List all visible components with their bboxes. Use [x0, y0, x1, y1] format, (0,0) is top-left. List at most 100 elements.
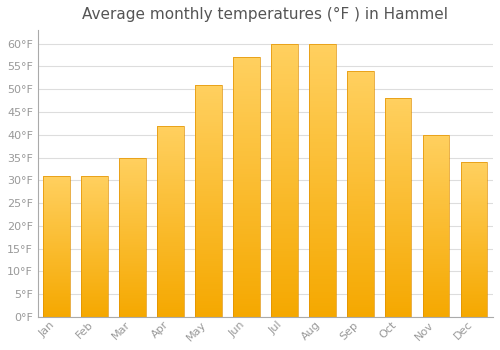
Bar: [347, 118, 374, 120]
Bar: [309, 199, 336, 202]
Bar: [423, 144, 450, 146]
Bar: [44, 313, 70, 314]
Bar: [158, 179, 184, 181]
Bar: [271, 202, 297, 205]
Bar: [233, 197, 260, 200]
Bar: [233, 174, 260, 177]
Bar: [309, 273, 336, 276]
Bar: [195, 261, 222, 264]
Bar: [158, 273, 184, 275]
Bar: [158, 263, 184, 265]
Bar: [195, 154, 222, 157]
Bar: [120, 189, 146, 191]
Bar: [347, 138, 374, 140]
Bar: [233, 301, 260, 304]
Bar: [44, 256, 70, 258]
Bar: [233, 148, 260, 151]
Bar: [158, 158, 184, 160]
Bar: [120, 272, 146, 274]
Bar: [271, 284, 297, 287]
Bar: [44, 277, 70, 279]
Bar: [158, 126, 184, 128]
Bar: [271, 306, 297, 309]
Bar: [271, 205, 297, 208]
Bar: [120, 288, 146, 290]
Bar: [233, 273, 260, 275]
Bar: [158, 229, 184, 231]
Bar: [347, 157, 374, 160]
Bar: [461, 191, 487, 193]
Bar: [309, 243, 336, 246]
Bar: [271, 235, 297, 238]
Bar: [309, 82, 336, 85]
Bar: [309, 112, 336, 115]
Bar: [120, 161, 146, 162]
Bar: [44, 214, 70, 215]
Bar: [385, 109, 411, 111]
Bar: [82, 255, 108, 256]
Bar: [44, 208, 70, 210]
Bar: [195, 166, 222, 168]
Bar: [120, 164, 146, 166]
Bar: [158, 200, 184, 202]
Bar: [195, 284, 222, 287]
Bar: [195, 177, 222, 180]
Bar: [158, 277, 184, 279]
Bar: [158, 313, 184, 315]
Bar: [82, 183, 108, 184]
Bar: [120, 255, 146, 256]
Bar: [158, 131, 184, 133]
Bar: [44, 297, 70, 299]
Bar: [461, 292, 487, 294]
Bar: [158, 147, 184, 149]
Bar: [347, 201, 374, 204]
Bar: [461, 216, 487, 218]
Bar: [309, 167, 336, 169]
Bar: [385, 181, 411, 183]
Bar: [423, 142, 450, 144]
Bar: [309, 57, 336, 60]
Bar: [271, 82, 297, 85]
Bar: [347, 122, 374, 125]
Bar: [423, 255, 450, 257]
Bar: [309, 104, 336, 106]
Bar: [44, 222, 70, 224]
Bar: [158, 172, 184, 174]
Bar: [385, 227, 411, 230]
Bar: [347, 211, 374, 213]
Bar: [195, 113, 222, 115]
Bar: [195, 252, 222, 254]
Bar: [347, 226, 374, 228]
Bar: [461, 252, 487, 253]
Bar: [233, 231, 260, 234]
Bar: [461, 276, 487, 278]
Bar: [44, 253, 70, 255]
Bar: [44, 260, 70, 262]
Bar: [120, 199, 146, 201]
Bar: [158, 271, 184, 273]
Bar: [423, 304, 450, 306]
Bar: [44, 217, 70, 218]
Bar: [158, 183, 184, 185]
Bar: [309, 126, 336, 128]
Bar: [347, 83, 374, 86]
Bar: [423, 277, 450, 279]
Bar: [385, 258, 411, 260]
Bar: [158, 217, 184, 219]
Bar: [44, 274, 70, 276]
Bar: [271, 199, 297, 202]
Bar: [423, 257, 450, 259]
Bar: [158, 303, 184, 306]
Bar: [82, 201, 108, 203]
Bar: [461, 230, 487, 232]
Bar: [385, 153, 411, 155]
Bar: [461, 314, 487, 315]
Bar: [347, 96, 374, 98]
Bar: [309, 172, 336, 175]
Bar: [271, 57, 297, 60]
Bar: [347, 103, 374, 105]
Bar: [195, 87, 222, 89]
Bar: [82, 310, 108, 311]
Bar: [82, 300, 108, 301]
Bar: [233, 140, 260, 143]
